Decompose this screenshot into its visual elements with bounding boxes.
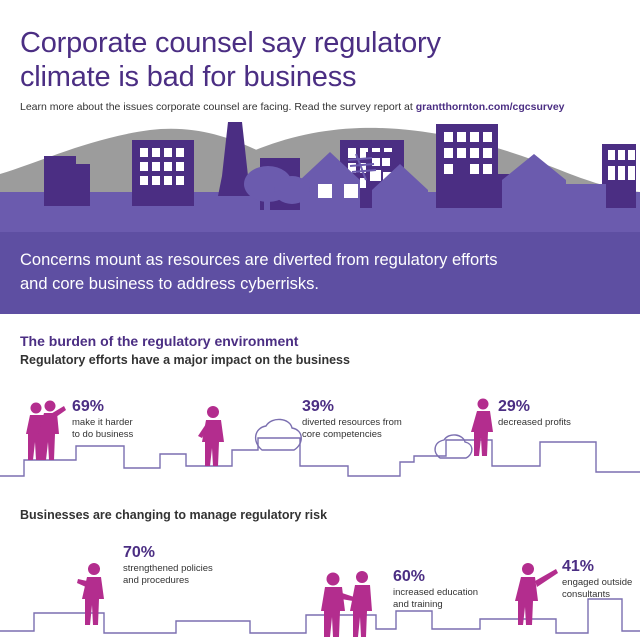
person-standing-right-icon	[471, 398, 493, 456]
subtitle-text: Learn more about the issues corporate co…	[20, 101, 416, 113]
windows-left	[140, 148, 184, 185]
foreground-ground	[0, 212, 640, 234]
stat-39-label: diverted resources from core competencie…	[302, 417, 432, 440]
stat-70-percent: 70%	[123, 544, 156, 561]
stat-41-label: engaged outside consultants	[562, 577, 640, 600]
stat-29: 29% decreased profits	[498, 398, 628, 429]
cityscape-illustration	[0, 118, 640, 234]
subtitle: Learn more about the issues corporate co…	[20, 101, 620, 114]
antenna-icon	[347, 153, 377, 181]
stat-41: 41% engaged outside consultants	[562, 558, 640, 600]
outline-skyline-2	[0, 598, 640, 634]
stat-69-percent: 69%	[72, 398, 105, 415]
people-conversing-icon	[321, 571, 372, 637]
stat-60-label-line2: and training	[393, 598, 443, 610]
stat-41-percent: 41%	[562, 558, 595, 575]
stat-70: 70% strengthened policies and procedures	[123, 544, 253, 586]
stat-70-label: strengthened policies and procedures	[123, 563, 253, 586]
tree-outline-icon	[255, 418, 473, 459]
stat-60-percent: 60%	[393, 568, 426, 585]
banner-text: Concerns mount as resources are diverted…	[20, 248, 600, 296]
page-title-line2: climate is bad for business	[20, 61, 357, 93]
stat-60-label-line1: increased education	[393, 587, 479, 598]
stat-39-label-line2: core competencies	[302, 428, 382, 440]
header: Corporate counsel say regulatory climate…	[0, 0, 640, 120]
stat-69-label-line2: to do business	[72, 428, 134, 440]
banner-line1: Concerns mount as resources are diverted…	[20, 251, 498, 269]
stat-60: 60% increased education and training	[393, 568, 513, 610]
house-windows	[318, 184, 358, 198]
stat-69: 69% make it harder to do business	[72, 398, 182, 440]
stat-70-label-line2: and procedures	[123, 574, 190, 586]
person-pointing-icon	[515, 563, 558, 625]
section2-subtitle: Businesses are changing to manage regula…	[20, 508, 328, 522]
page-title-line1: Corporate counsel say regulatory	[20, 27, 441, 59]
stat-69-label-line1: make it harder	[72, 417, 133, 428]
stat-29-label: decreased profits	[498, 417, 628, 429]
stat-60-label: increased education and training	[393, 587, 513, 610]
stat-29-label-line1: decreased profits	[498, 417, 571, 428]
people-silhouette-icon	[26, 400, 66, 460]
section1-title: The burden of the regulatory environment	[20, 333, 299, 349]
tree-icon	[244, 166, 310, 214]
illustration-row2	[0, 525, 640, 640]
banner-line2: and core business to address cyberrisks.	[20, 275, 319, 293]
person-standing-icon	[198, 406, 224, 466]
survey-link[interactable]: grantthornton.com/cgcsurvey	[415, 101, 565, 113]
stat-29-percent: 29%	[498, 398, 531, 415]
outline-skyline-1	[0, 437, 640, 477]
illustration-row1	[0, 380, 640, 490]
stat-41-label-line2: consultants	[562, 588, 611, 600]
stat-39-percent: 39%	[302, 398, 335, 415]
windows-right	[608, 150, 635, 180]
person-hand-on-hip-icon	[77, 563, 104, 625]
section1-subtitle: Regulatory efforts have a major impact o…	[20, 353, 350, 367]
page-title: Corporate counsel say regulatory climate…	[20, 26, 540, 94]
stat-39: 39% diverted resources from core compete…	[302, 398, 432, 440]
banner: Concerns mount as resources are diverted…	[0, 232, 640, 314]
stat-69-label: make it harder to do business	[72, 417, 182, 440]
stat-39-label-line1: diverted resources from	[302, 417, 402, 428]
stat-41-label-line1: engaged outside	[562, 577, 633, 588]
stat-70-label-line1: strengthened policies	[123, 563, 213, 574]
